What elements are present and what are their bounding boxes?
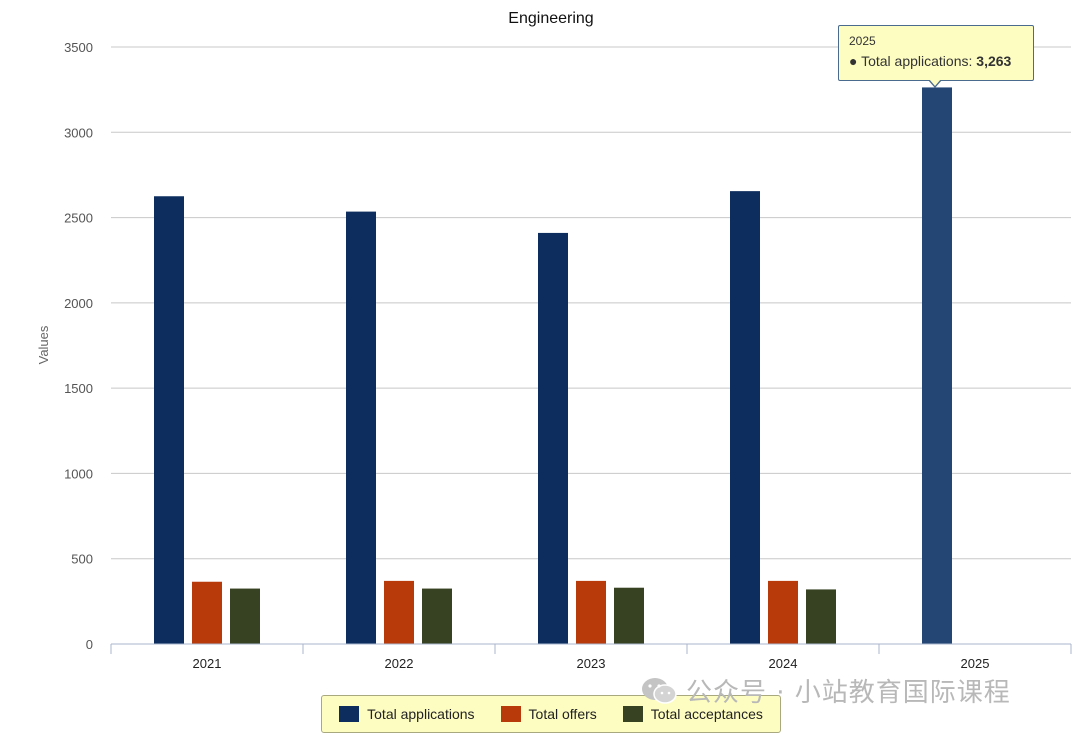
chart-title: Engineering [508, 10, 593, 27]
legend-swatch [339, 706, 360, 722]
bar-total-acceptances-2022[interactable] [422, 588, 452, 644]
tooltip-value: 3,263 [976, 53, 1012, 69]
bar-total-acceptances-2024[interactable] [806, 589, 836, 644]
legend-label: Total offers [528, 706, 597, 722]
bar-total-offers-2021[interactable] [192, 581, 222, 644]
x-tick-label: 2023 [577, 656, 606, 671]
wechat-icon [642, 677, 677, 704]
legend-swatch [622, 706, 643, 722]
legend-label: Total acceptances [650, 706, 763, 722]
tooltip-category: 2025 [849, 34, 876, 48]
x-axis: 2021 2022 2023 2024 2025 [110, 643, 1072, 671]
bar-total-acceptances-2021[interactable] [230, 588, 260, 644]
y-tick-label: 2000 [64, 296, 93, 311]
y-tick-label: 1000 [64, 466, 93, 481]
x-tick-label: 2024 [769, 656, 798, 671]
tooltip-arrow-fill [929, 79, 941, 86]
tooltip-label: ● Total applications: [849, 53, 977, 69]
y-tick-label: 3500 [64, 40, 93, 55]
watermark: 公众号 · 小站教育国际课程 [640, 672, 1011, 709]
y-tick-label: 3000 [64, 125, 93, 140]
bar-total-applications-2023[interactable] [538, 232, 568, 644]
bar-total-applications-2025[interactable] [922, 87, 952, 645]
bars [154, 87, 952, 645]
watermark-text: 公众号 · 小站教育国际课程 [686, 678, 1011, 708]
legend-label: Total applications [367, 706, 475, 722]
tooltip-line: ● Total applications: 3,263 [849, 53, 1023, 69]
bar-total-acceptances-2023[interactable] [614, 587, 644, 644]
x-tick-label: 2025 [961, 656, 990, 671]
grid-lines [111, 46, 1071, 560]
bar-total-offers-2024[interactable] [768, 580, 798, 644]
legend-item[interactable]: Total applications [339, 706, 475, 722]
x-tick-label: 2022 [385, 656, 414, 671]
bar-total-applications-2022[interactable] [346, 211, 376, 644]
y-tick-label: 500 [71, 552, 93, 567]
data-tooltip: 2025 ● Total applications: 3,263 [838, 25, 1034, 88]
y-tick-label: 0 [86, 637, 93, 652]
legend-swatch [500, 706, 521, 722]
x-tick-label: 2021 [193, 656, 222, 671]
y-axis-ticks: 0 500 1000 1500 2000 2500 3000 3500 [64, 40, 93, 652]
y-axis-title: Values [36, 325, 51, 364]
legend-item[interactable]: Total acceptances [622, 706, 763, 722]
bar-total-offers-2023[interactable] [576, 580, 606, 644]
bar-total-applications-2024[interactable] [730, 191, 760, 644]
legend-item[interactable]: Total offers [500, 706, 597, 722]
bar-total-applications-2021[interactable] [154, 196, 184, 644]
y-tick-label: 2500 [64, 211, 93, 226]
y-tick-label: 1500 [64, 381, 93, 396]
bar-total-offers-2022[interactable] [384, 580, 414, 644]
